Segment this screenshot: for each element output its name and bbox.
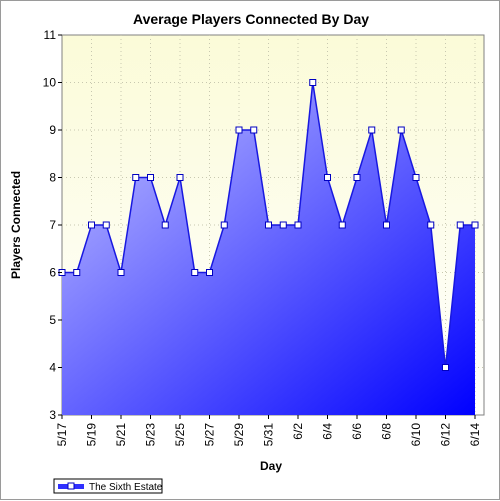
data-point <box>161 221 169 229</box>
data-point <box>309 79 317 86</box>
data-point <box>220 221 228 229</box>
y-tick-label: 5 <box>49 313 56 327</box>
data-point <box>147 174 154 181</box>
data-point <box>427 221 435 229</box>
x-tick-label: 6/12 <box>439 423 453 447</box>
y-tick-label: 11 <box>44 28 57 42</box>
x-tick-label: 5/27 <box>203 423 217 447</box>
series-area-fill <box>62 82 475 415</box>
x-tick-label: 5/21 <box>114 423 128 447</box>
data-point <box>368 126 376 134</box>
y-tick-label: 4 <box>49 361 56 375</box>
x-tick-label: 5/25 <box>173 423 187 447</box>
data-point <box>324 174 331 181</box>
y-tick-label: 7 <box>49 218 56 232</box>
x-tick-label: 5/31 <box>262 423 276 447</box>
x-tick-label: 6/8 <box>380 423 394 440</box>
data-point <box>442 364 449 371</box>
x-tick-label: 6/10 <box>409 423 423 447</box>
legend-label: The Sixth Estate <box>89 482 163 493</box>
x-tick-label: 6/4 <box>321 423 335 440</box>
data-point <box>412 174 420 181</box>
data-point <box>338 221 346 229</box>
series-markers <box>58 79 479 371</box>
data-point <box>102 221 110 229</box>
x-tick-label: 5/23 <box>144 423 158 447</box>
data-point <box>265 221 272 229</box>
y-axis-ticks: 3 4 5 6 7 8 9 10 11 <box>43 28 62 422</box>
y-tick-label: 3 <box>49 408 56 422</box>
x-axis-ticks: 5/17 5/19 5/21 5/23 5/25 5/27 5/29 5/31 6/2 6/4 6/… <box>55 415 482 446</box>
data-point <box>471 221 479 229</box>
legend: The Sixth Estate <box>53 478 163 494</box>
data-point <box>235 126 243 134</box>
x-tick-label: 6/14 <box>468 423 482 447</box>
legend-marker-icon <box>67 482 75 490</box>
legend-box <box>53 478 163 494</box>
data-point <box>250 126 258 134</box>
y-tick-label: 10 <box>43 76 57 90</box>
data-point <box>279 221 287 229</box>
data-point <box>191 269 199 276</box>
data-point <box>73 269 81 276</box>
y-tick-label: 6 <box>49 266 56 280</box>
data-point <box>294 221 302 229</box>
data-point <box>206 269 213 276</box>
x-tick-label: 5/29 <box>232 423 246 447</box>
data-point <box>117 269 125 276</box>
data-point <box>456 221 464 229</box>
y-tick-label: 8 <box>49 171 56 185</box>
y-axis-title: Players Connected <box>9 171 23 279</box>
data-point <box>176 174 184 181</box>
data-point <box>132 174 140 181</box>
x-tick-label: 5/17 <box>55 423 69 447</box>
data-point <box>397 126 405 134</box>
x-axis-title: Day <box>260 459 282 473</box>
y-tick-label: 9 <box>49 123 56 137</box>
x-tick-label: 6/6 <box>350 423 364 440</box>
chart-title: Average Players Connected By Day <box>133 11 369 27</box>
data-point <box>353 174 361 181</box>
x-tick-label: 6/2 <box>291 423 305 440</box>
data-point <box>88 221 95 229</box>
data-point <box>383 221 390 229</box>
x-tick-label: 5/19 <box>85 423 99 447</box>
